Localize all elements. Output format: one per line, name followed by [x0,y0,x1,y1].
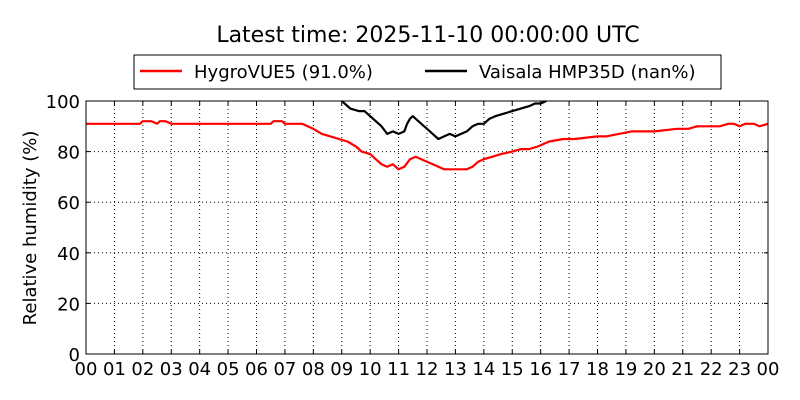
series-layer [86,99,769,171]
x-tick-label: 09 [330,359,353,380]
x-tick-label: 03 [160,359,183,380]
x-tick-label: 00 [757,359,780,380]
x-tick-label: 01 [103,359,126,380]
plot-frame [85,100,769,355]
chart-title: Latest time: 2025-11-10 00:00:00 UTC [216,23,639,48]
x-tick-label: 20 [643,359,666,380]
y-tick-label: 40 [57,244,80,265]
x-tick-label: 15 [501,359,524,380]
x-tick-label: 02 [131,359,154,380]
x-tick-label: 00 [75,359,98,380]
legend-label-1: Vaisala HMP35D (nan%) [479,62,696,83]
x-tick-label: 16 [529,359,552,380]
series-line-0 [86,120,769,171]
y-tick-label: 60 [57,193,80,214]
x-tick-label: 23 [728,359,751,380]
x-tick-label: 11 [387,359,410,380]
grid [86,101,768,354]
y-tick-label: 100 [46,92,80,113]
x-tick-label: 13 [444,359,467,380]
x-tick-label: 21 [671,359,694,380]
x-tick-label: 22 [700,359,723,380]
x-tick-label: 18 [586,359,609,380]
x-tick-label: 12 [416,359,439,380]
y-tick-labels: 0 20 40 60 80 100 [46,92,80,366]
x-tick-label: 19 [614,359,637,380]
x-tick-label: 07 [273,359,296,380]
x-tick-label: 14 [472,359,495,380]
x-tick-labels: 00 01 02 03 04 05 06 07 08 09 10 11 12 13 14 15 16 17 18 19… [75,359,780,380]
legend: HygroVUE5 (91.0%) Vaisala HMP35D (nan%) [133,54,722,90]
x-tick-label: 06 [245,359,268,380]
series-line-1 [341,99,547,141]
x-tick-label: 05 [217,359,240,380]
ticks [85,100,769,355]
y-tick-label: 20 [57,294,80,315]
y-axis-label: Relative humidity (%) [20,131,41,326]
x-tick-label: 17 [558,359,581,380]
y-tick-label: 0 [69,345,80,366]
x-tick-label: 08 [302,359,325,380]
x-tick-label: 10 [359,359,382,380]
legend-label-0: HygroVUE5 (91.0%) [194,62,373,83]
y-tick-label: 80 [57,143,80,164]
x-tick-label: 04 [188,359,211,380]
